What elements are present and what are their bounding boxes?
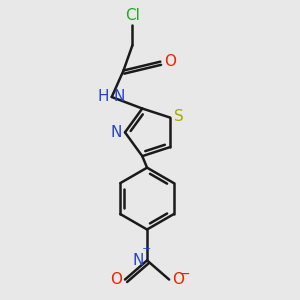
Text: O: O bbox=[164, 54, 176, 69]
Text: S: S bbox=[174, 109, 184, 124]
Text: O: O bbox=[172, 272, 184, 287]
Text: N: N bbox=[113, 89, 124, 104]
Text: N: N bbox=[111, 125, 122, 140]
Text: Cl: Cl bbox=[125, 8, 140, 23]
Text: +: + bbox=[142, 244, 151, 254]
Text: −: − bbox=[178, 267, 190, 281]
Text: N: N bbox=[132, 253, 143, 268]
Text: O: O bbox=[110, 272, 122, 287]
Text: H: H bbox=[97, 89, 109, 104]
